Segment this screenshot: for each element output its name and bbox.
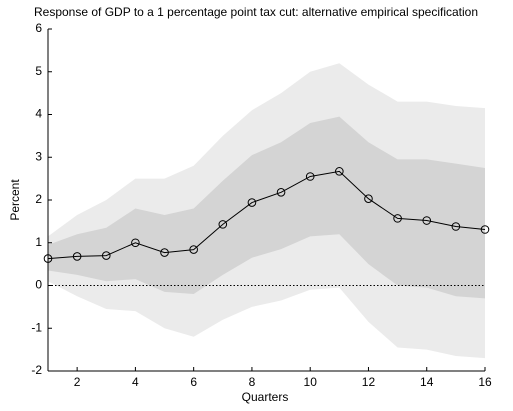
data-point [101,251,111,260]
x-tick-label: 10 [304,375,318,389]
y-tick-label: 1 [35,235,42,249]
data-point [422,216,432,225]
data-point [189,245,198,254]
x-tick-label: 2 [74,375,81,389]
data-point [276,188,286,197]
x-tick-label: 6 [190,375,197,389]
data-point [364,194,373,204]
data-point [160,248,169,257]
data-point [72,252,82,261]
x-tick-label: 8 [249,375,256,389]
confidence-band [48,116,485,299]
y-tick-label: 3 [35,149,42,163]
y-tick-label: 4 [35,107,42,121]
data-point [335,167,344,176]
x-tick-label: 16 [478,375,492,389]
x-axis-label: Quarters [242,390,289,404]
x-tick-label: 12 [362,375,376,389]
y-tick-label: 2 [35,192,42,206]
y-tick-label: 0 [35,278,42,292]
y-tick-label: 5 [35,64,42,78]
series-line [47,170,486,260]
x-tick-label: 4 [132,375,139,389]
data-point [451,222,461,231]
data-point [247,198,257,207]
data-point [131,238,140,248]
data-point [480,225,490,234]
data-point [218,220,228,229]
y-tick-label: 6 [35,21,42,35]
data-point [305,172,315,181]
y-tick-label: -2 [31,363,42,377]
data-point [393,214,402,223]
x-tick-label: 14 [420,375,434,389]
chart-title: Response of GDP to a 1 percentage point … [34,5,478,19]
y-axis-label: Percent [8,179,22,221]
y-tick-label: -1 [31,320,42,334]
